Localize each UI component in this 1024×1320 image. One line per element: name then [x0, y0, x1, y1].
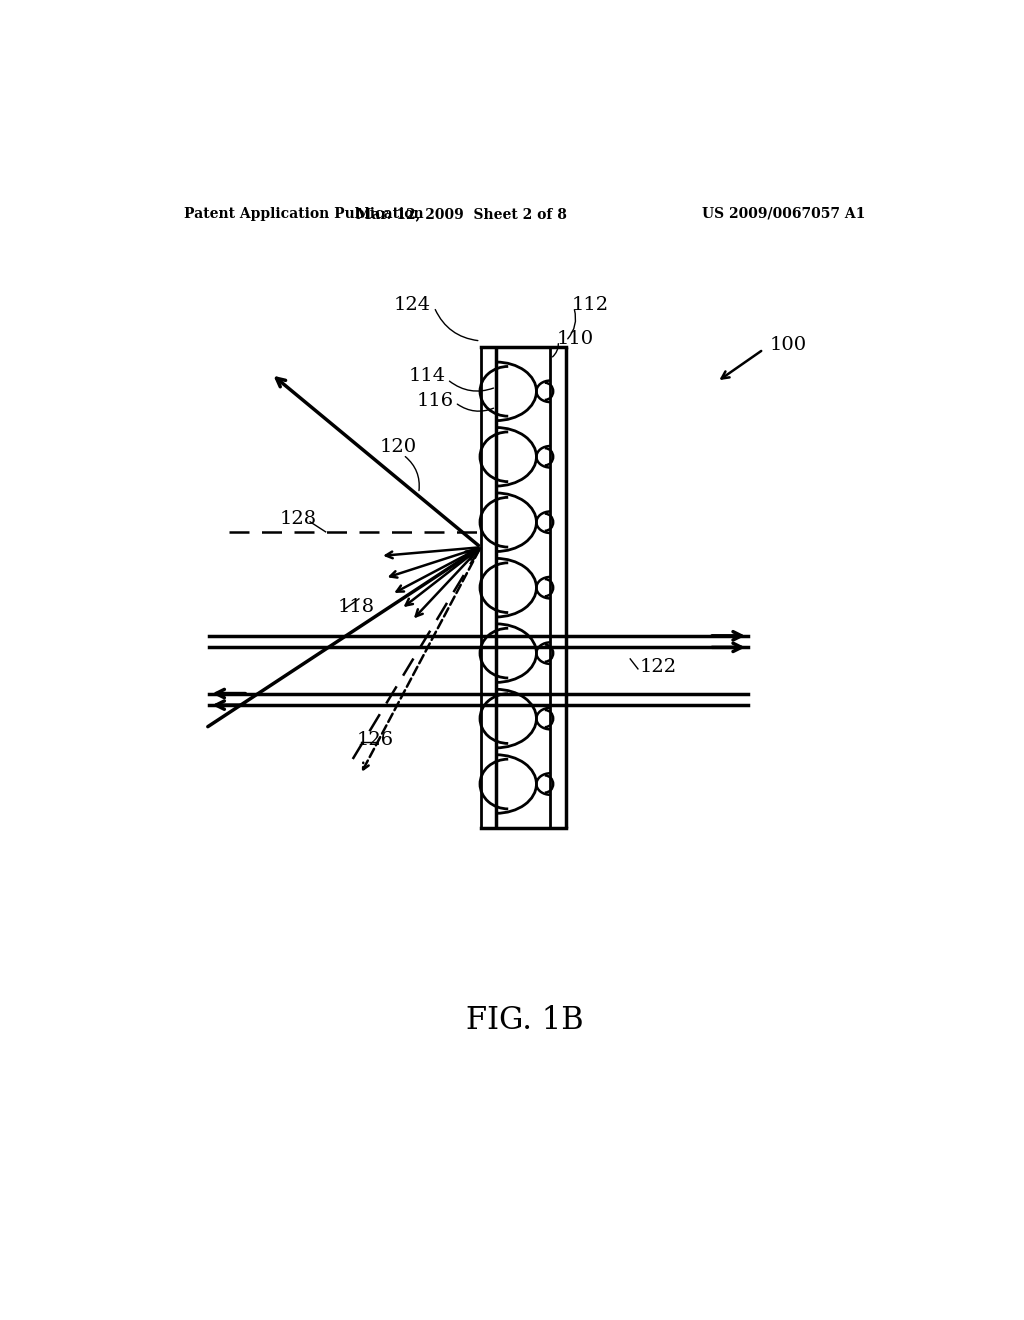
Text: 122: 122	[640, 657, 677, 676]
Text: Patent Application Publication: Patent Application Publication	[183, 207, 424, 220]
Text: 126: 126	[356, 731, 394, 748]
Text: 124: 124	[393, 296, 430, 314]
Text: 118: 118	[337, 598, 375, 615]
Text: 128: 128	[280, 510, 316, 528]
Text: 114: 114	[409, 367, 445, 385]
Text: 112: 112	[572, 296, 609, 314]
Text: 110: 110	[557, 330, 594, 348]
Text: Mar. 12, 2009  Sheet 2 of 8: Mar. 12, 2009 Sheet 2 of 8	[355, 207, 566, 220]
Text: 116: 116	[417, 392, 454, 411]
Text: 100: 100	[770, 335, 807, 354]
Text: US 2009/0067057 A1: US 2009/0067057 A1	[702, 207, 866, 220]
Text: FIG. 1B: FIG. 1B	[466, 1006, 584, 1036]
Text: 120: 120	[380, 438, 417, 457]
